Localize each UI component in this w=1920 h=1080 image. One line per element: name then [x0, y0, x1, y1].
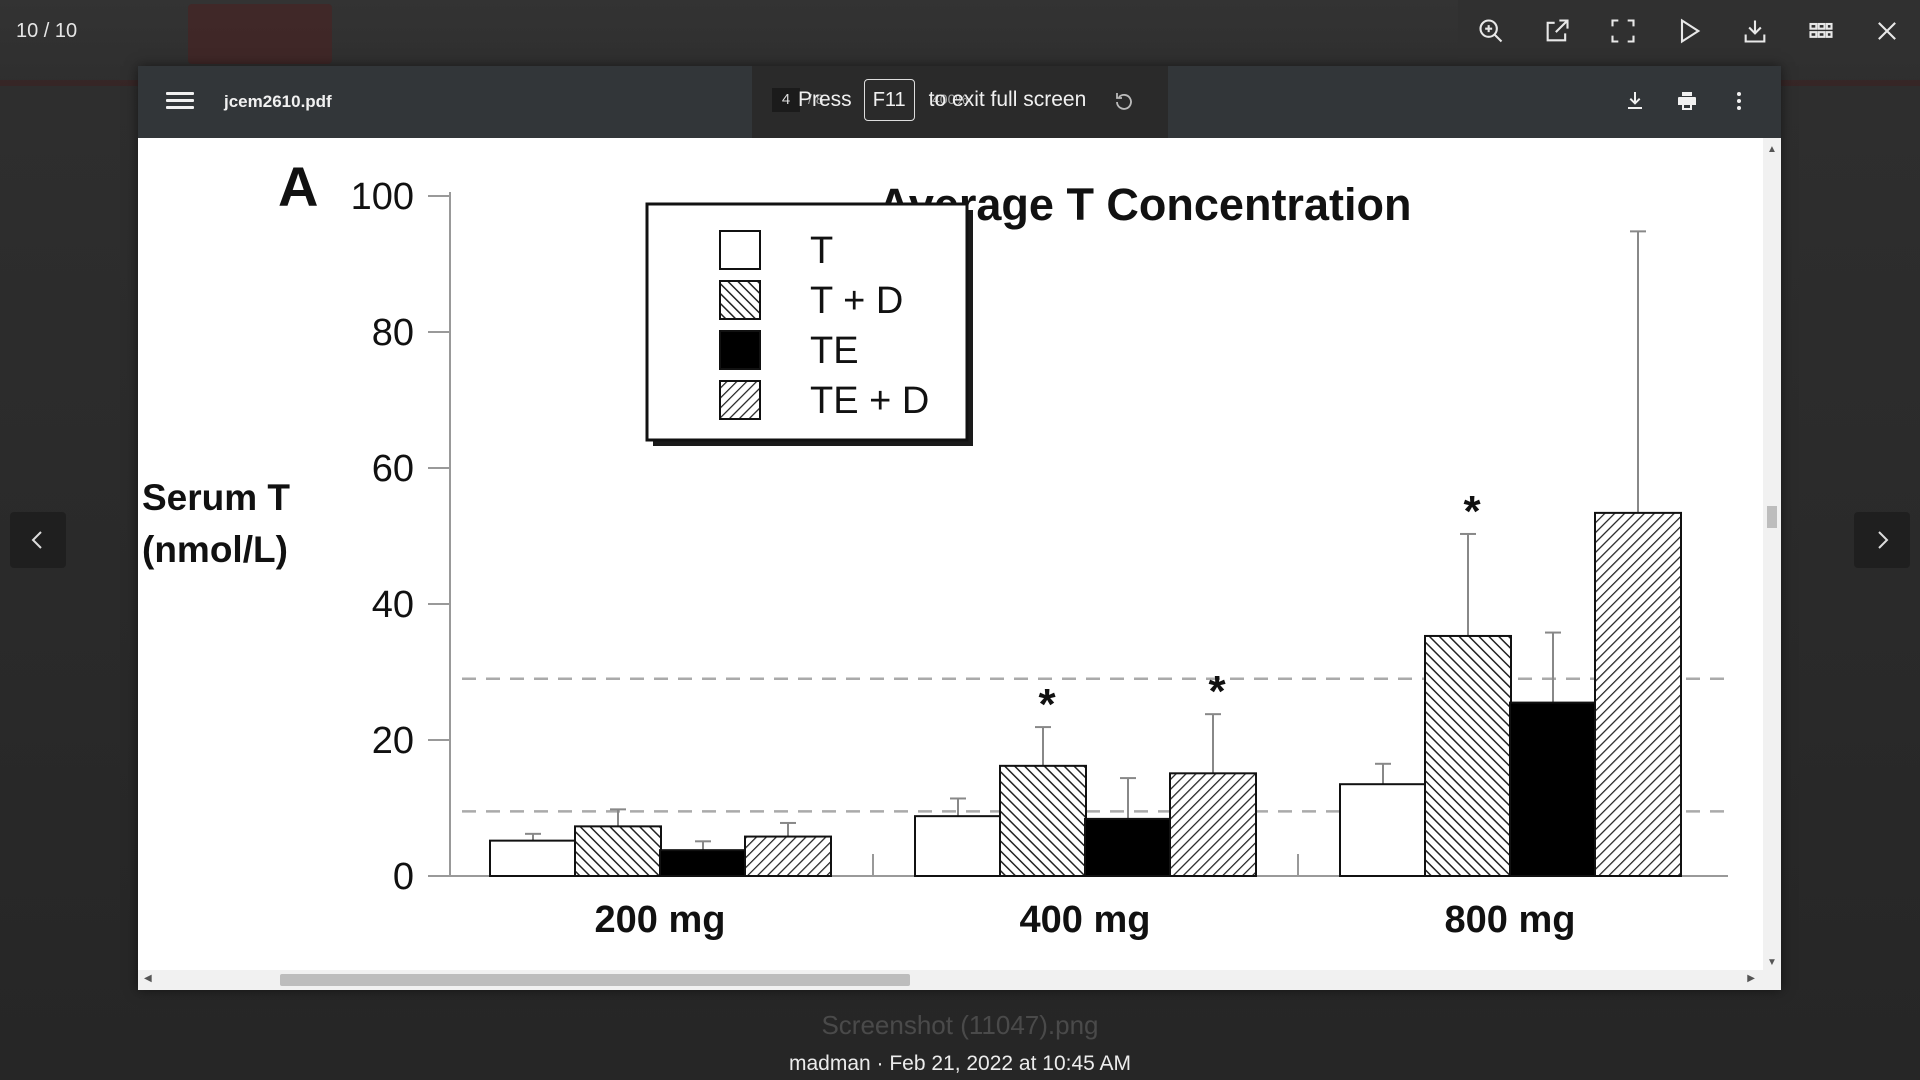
hamburger-icon — [166, 92, 194, 95]
scroll-down-arrow[interactable]: ▼ — [1767, 957, 1777, 968]
page-total: / 8 — [808, 91, 824, 107]
x-category-label: 800 mg — [1445, 899, 1576, 941]
y-tick-label: 0 — [393, 856, 414, 898]
rotate-icon[interactable] — [1112, 90, 1136, 114]
bar — [999, 764, 1087, 878]
fullscreen-icon — [1611, 19, 1635, 43]
y-tick-label: 40 — [372, 584, 414, 626]
grid-icon — [1809, 22, 1833, 38]
hamburger-icon-line — [166, 106, 194, 109]
open-external-icon — [1546, 19, 1569, 42]
zoom-in-icon — [1479, 19, 1503, 43]
background-page-block — [188, 4, 332, 64]
print-icon — [1678, 92, 1696, 110]
legend-label: TE — [810, 330, 859, 372]
f11-key: F11 — [863, 79, 915, 121]
significance-asterisk: * — [1038, 680, 1056, 729]
pdf-print-button[interactable] — [1675, 88, 1699, 114]
hamburger-icon-line — [166, 99, 194, 102]
bar — [1509, 701, 1597, 877]
bar — [1084, 817, 1172, 878]
y-axis-label-line1: Serum T — [142, 477, 290, 518]
notice-text-before: Press — [798, 88, 852, 111]
scroll-up-arrow[interactable]: ▲ — [1767, 144, 1777, 155]
legend-swatch — [719, 330, 761, 370]
legend-label: TE + D — [810, 380, 929, 422]
legend-swatch — [719, 380, 761, 420]
x-category-label: 400 mg — [1020, 899, 1151, 941]
download-button[interactable] — [1735, 11, 1775, 51]
bars: * * * — [489, 230, 1682, 878]
bar — [914, 815, 1002, 877]
legend-label: T — [810, 230, 833, 272]
bar — [1339, 783, 1427, 878]
slideshow-button[interactable] — [1669, 11, 1709, 51]
image-counter: 10 / 10 — [16, 20, 78, 42]
pdf-download-button[interactable] — [1623, 88, 1647, 114]
bar — [1424, 634, 1512, 877]
page-controls: 4 / 8 400% Press F11 to exit full screen — [752, 66, 1168, 144]
lightbox-toolbar — [1458, 0, 1920, 62]
fullscreen-notice: Press F11 to exit full screen — [798, 78, 1086, 122]
legend: T T + D TE TE + D — [645, 202, 973, 446]
vertical-scroll-thumb[interactable] — [1767, 506, 1777, 528]
play-slideshow-icon — [1680, 18, 1701, 44]
y-tick-label: 60 — [372, 448, 414, 490]
chevron-right-icon — [1878, 531, 1889, 549]
next-image-button[interactable] — [1854, 512, 1910, 568]
horizontal-scrollbar[interactable]: ◀ ▶ — [138, 970, 1781, 990]
bar — [574, 825, 662, 877]
chevron-left-icon — [31, 531, 42, 549]
image-caption: madman · Feb 21, 2022 at 10:45 AM — [788, 1052, 1132, 1075]
pdf-toolbar: jcem2610.pdf 4 / 8 400% Press F11 to exi… — [138, 66, 1781, 144]
y-tick-label: 80 — [372, 312, 414, 354]
scroll-right-arrow[interactable]: ▶ — [1747, 973, 1755, 984]
legend-swatch — [719, 280, 761, 320]
pdf-viewer: jcem2610.pdf 4 / 8 400% Press F11 to exi… — [138, 66, 1781, 990]
pdf-page: A Average T Concentration Serum T (nmol/… — [138, 138, 1763, 970]
bar — [659, 849, 747, 877]
page-number-input[interactable]: 4 — [772, 88, 800, 112]
significance-asterisk: * — [1463, 487, 1481, 536]
more-options-button[interactable] — [1727, 88, 1751, 114]
fullscreen-button[interactable] — [1603, 11, 1643, 51]
previous-image-button[interactable] — [10, 512, 66, 568]
bar — [744, 835, 832, 877]
y-axis-label-line2: (nmol/L) — [142, 529, 288, 570]
download-icon — [1628, 92, 1642, 109]
close-button[interactable] — [1867, 11, 1907, 51]
significance-asterisk: * — [1208, 667, 1226, 716]
notice-text-after: to exit full screen — [928, 88, 1087, 111]
zoom-in-button[interactable] — [1471, 11, 1511, 51]
x-category-label: 200 mg — [595, 899, 726, 941]
vertical-scrollbar[interactable]: ▲ ▼ — [1763, 138, 1781, 970]
more-vertical-icon — [1737, 92, 1741, 110]
background-filename: Screenshot (11047).png — [821, 1010, 1099, 1040]
open-original-button[interactable] — [1537, 11, 1577, 51]
zoom-level: 400% — [932, 91, 968, 107]
menu-button[interactable] — [166, 88, 194, 116]
bar — [1594, 511, 1682, 877]
bar-chart: A Average T Concentration Serum T (nmol/… — [142, 155, 1728, 941]
pdf-right-tools — [1623, 88, 1751, 114]
y-tick-label: 100 — [351, 176, 414, 218]
panel-label: A — [278, 155, 318, 218]
legend-label: T + D — [810, 280, 903, 322]
horizontal-scroll-thumb[interactable] — [280, 974, 910, 986]
scroll-left-arrow[interactable]: ◀ — [144, 973, 152, 984]
thumbnails-button[interactable] — [1801, 11, 1841, 51]
bar — [489, 839, 577, 878]
pdf-filename: jcem2610.pdf — [224, 92, 332, 111]
download-icon — [1744, 20, 1766, 43]
close-icon — [1878, 22, 1896, 40]
legend-swatch — [719, 230, 761, 270]
y-tick-label: 20 — [372, 720, 414, 762]
bar — [1169, 772, 1257, 878]
